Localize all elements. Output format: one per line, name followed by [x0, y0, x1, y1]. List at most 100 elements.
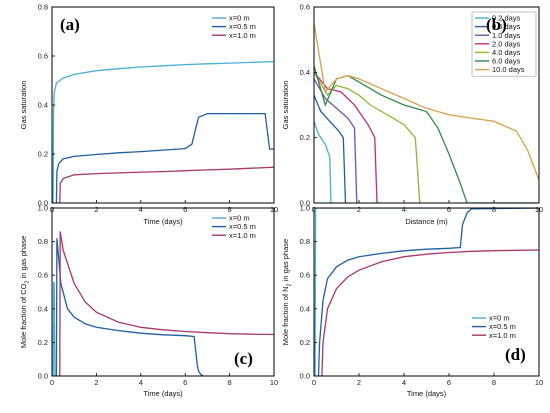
panel-c: 0 2 4 6 8 10 0.0 0.2 0.4 0.6 0.8 1.0 Time (days) Mole…: [19, 204, 278, 399]
y-axis-label: Gas saturation: [281, 81, 290, 130]
legend-label: 4.0 days: [492, 48, 521, 57]
y-tick-label: 0.8: [38, 3, 48, 12]
legend-label: x=0.5 m: [229, 222, 256, 231]
panel-d: 0 2 4 6 8 10 0.0 0.2 0.4 0.6 0.8 1.0 Time (days) Mole…: [281, 204, 543, 399]
panel-label: (a): [60, 15, 80, 34]
legend-label: x=1.0 m: [229, 31, 256, 40]
y-axis-label-main: Gas saturation: [19, 81, 28, 130]
y-tick-label: 0.4: [38, 304, 48, 313]
legend-label: x=1.0 m: [229, 231, 256, 240]
plot-frame: [51, 207, 275, 377]
y-tick-label: 0.6: [300, 271, 310, 280]
y-tick-label: 0.2: [300, 133, 310, 142]
series-line-2: [317, 208, 539, 376]
x-tick-label: 4: [139, 205, 143, 214]
x-tick-label: 6: [447, 205, 451, 214]
x-tick-label: 6: [183, 378, 187, 387]
panel-label: (c): [234, 349, 253, 368]
x-tick-label: 8: [492, 205, 496, 214]
legend-label: x=0 m: [229, 214, 250, 223]
y-axis-label: Gas saturation: [19, 81, 28, 130]
legend-label: x=0.5 m: [229, 22, 256, 31]
y-tick-label: 0.2: [38, 150, 48, 159]
y-tick-label: 0.2: [300, 338, 310, 347]
x-tick-label: 8: [228, 378, 232, 387]
legend-label: 0.2 days: [492, 14, 521, 23]
y-axis-label: Mole fraction of N2 in gas phase: [281, 239, 293, 345]
y-tick-label: 0.0: [300, 372, 310, 381]
x-tick-label: 4: [402, 205, 406, 214]
y-tick-label: 0.8: [38, 237, 48, 246]
y-tick-label: 0.0: [38, 199, 48, 208]
y-axis-label-main: Mole fraction of CO: [19, 283, 28, 348]
x-tick-label: 2: [94, 205, 98, 214]
y-tick-label: 0.4: [300, 304, 310, 313]
legend: x=0 mx=0.5 mx=1.0 m: [472, 314, 516, 340]
legend: x=0 mx=0.5 mx=1.0 m: [212, 14, 256, 40]
legend-label: 2.0 days: [492, 39, 521, 48]
series-line-4: [314, 71, 382, 203]
legend-label: x=0 m: [489, 314, 510, 323]
legend-label: 1.0 days: [492, 31, 521, 40]
y-tick-label: 0.4: [300, 68, 310, 77]
x-tick-label: 10: [270, 378, 278, 387]
y-tick-label: 0.6: [38, 52, 48, 61]
plot-frame: [313, 207, 540, 377]
y-tick-label: 0.4: [38, 101, 48, 110]
x-axis-label: Time (days): [143, 217, 183, 226]
y-axis-label-subscript: 2: [25, 280, 31, 283]
x-tick-label: 2: [94, 378, 98, 387]
series-line-3: [314, 78, 359, 203]
y-axis-label-subscript: 2: [287, 283, 293, 286]
y-tick-label: 0.0: [38, 372, 48, 381]
x-axis-label: Distance (m): [405, 217, 448, 226]
y-tick-label: 0.0: [300, 199, 310, 208]
series-line-3: [59, 231, 274, 376]
legend-label: x=0 m: [229, 14, 250, 23]
panel-label: (d): [505, 345, 526, 364]
x-tick-label: 8: [492, 378, 496, 387]
series-line-1: [314, 121, 337, 203]
legend-label: x=1.0 m: [489, 331, 516, 340]
x-tick-label: 10: [535, 378, 543, 387]
series-line-6: [314, 65, 539, 203]
x-axis-label: Time (days): [143, 389, 183, 398]
series-line-5: [314, 71, 422, 203]
y-axis-label-tail: in gas phase: [19, 236, 28, 281]
y-axis-label-main: Mole fraction of N: [281, 286, 290, 345]
x-tick-label: 0: [50, 378, 54, 387]
y-axis-label-tail: in gas phase: [281, 239, 290, 284]
y-tick-label: 0.6: [38, 271, 48, 280]
legend: x=0 mx=0.5 mx=1.0 m: [212, 214, 256, 240]
x-tick-label: 2: [357, 378, 361, 387]
series-line-2: [55, 112, 274, 203]
series-line-3: [59, 166, 274, 203]
y-tick-label: 1.0: [38, 204, 48, 213]
panel-label: (b): [486, 15, 507, 34]
legend-label: x=0.5 m: [489, 322, 516, 331]
series-line-2: [55, 238, 204, 376]
y-axis-label-main: Gas saturation: [281, 81, 290, 130]
x-tick-label: 4: [402, 378, 406, 387]
series-line-7: [314, 23, 539, 181]
y-tick-label: 0.6: [300, 3, 310, 12]
x-tick-label: 8: [228, 205, 232, 214]
x-tick-label: 0: [312, 378, 316, 387]
y-tick-label: 0.8: [300, 237, 310, 246]
x-tick-label: 2: [357, 205, 361, 214]
x-tick-label: 6: [447, 378, 451, 387]
series-line-2: [314, 94, 348, 203]
y-tick-label: 0.2: [38, 338, 48, 347]
series-line-1: [52, 281, 56, 376]
x-axis-label: Time (days): [407, 389, 447, 398]
x-tick-label: 4: [139, 378, 143, 387]
series-line-1: [314, 208, 539, 376]
legend-label: 10.0 days: [492, 65, 525, 74]
series-line-1: [52, 60, 274, 203]
x-tick-label: 6: [183, 205, 187, 214]
legend-label: 6.0 days: [492, 57, 521, 66]
